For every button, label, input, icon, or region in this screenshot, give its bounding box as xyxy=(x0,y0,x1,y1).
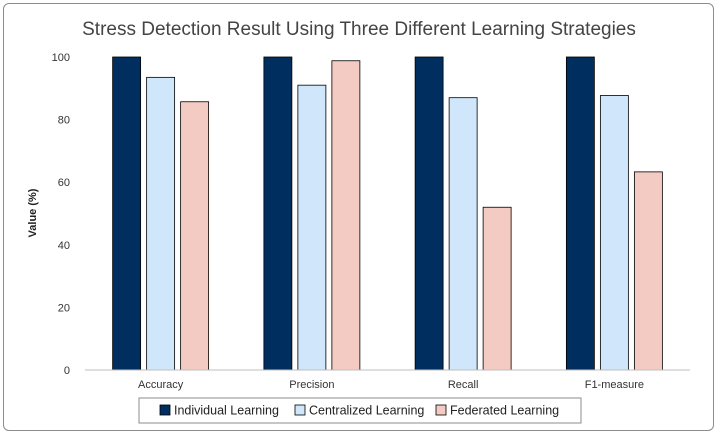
category-labels: Accuracy Precision Recall F1-measure xyxy=(138,379,644,391)
legend-box xyxy=(138,397,582,424)
bar-federated-learning-precision xyxy=(331,60,361,371)
bar-federated-learning-accuracy xyxy=(180,101,210,371)
y-tick-label: 0 xyxy=(64,365,70,377)
bar-individual-learning-accuracy xyxy=(112,56,142,371)
legend: Individual Learning Centralized Learning F… xyxy=(138,397,582,424)
bars-group xyxy=(112,56,663,371)
y-tick-label: 20 xyxy=(58,302,70,314)
y-tick-label: 100 xyxy=(52,52,70,64)
y-tick-label: 40 xyxy=(58,240,70,252)
category-label-precision: Precision xyxy=(289,379,334,391)
bar-individual-learning-f1-measure xyxy=(565,56,595,371)
legend-swatch-individual-learning xyxy=(159,404,171,416)
y-axis-ticks: 0 20 40 60 80 100 xyxy=(52,52,70,377)
chart-title: Stress Detection Result Using Three Diff… xyxy=(82,19,636,40)
legend-label-individual-learning: Individual Learning xyxy=(174,404,279,418)
bar-federated-learning-recall xyxy=(482,206,512,371)
y-tick-label: 80 xyxy=(58,115,70,127)
category-label-recall: Recall xyxy=(448,379,479,391)
bar-individual-learning-precision xyxy=(263,56,293,371)
category-label-f1-measure: F1-measure xyxy=(585,379,644,391)
category-label-accuracy: Accuracy xyxy=(138,379,184,391)
legend-label-centralized-learning: Centralized Learning xyxy=(309,404,424,418)
y-tick-label: 60 xyxy=(58,177,70,189)
bar-centralized-learning-f1-measure xyxy=(599,95,629,371)
bar-centralized-learning-precision xyxy=(297,84,327,371)
bar-individual-learning-recall xyxy=(414,56,444,371)
legend-label-federated-learning: Federated Learning xyxy=(450,404,559,418)
bar-centralized-learning-recall xyxy=(448,97,478,371)
bar-federated-learning-f1-measure xyxy=(633,171,663,371)
legend-swatch-federated-learning xyxy=(435,404,447,416)
y-axis-label: Value (%) xyxy=(27,188,39,237)
bar-centralized-learning-accuracy xyxy=(146,76,176,371)
legend-swatch-centralized-learning xyxy=(294,404,306,416)
